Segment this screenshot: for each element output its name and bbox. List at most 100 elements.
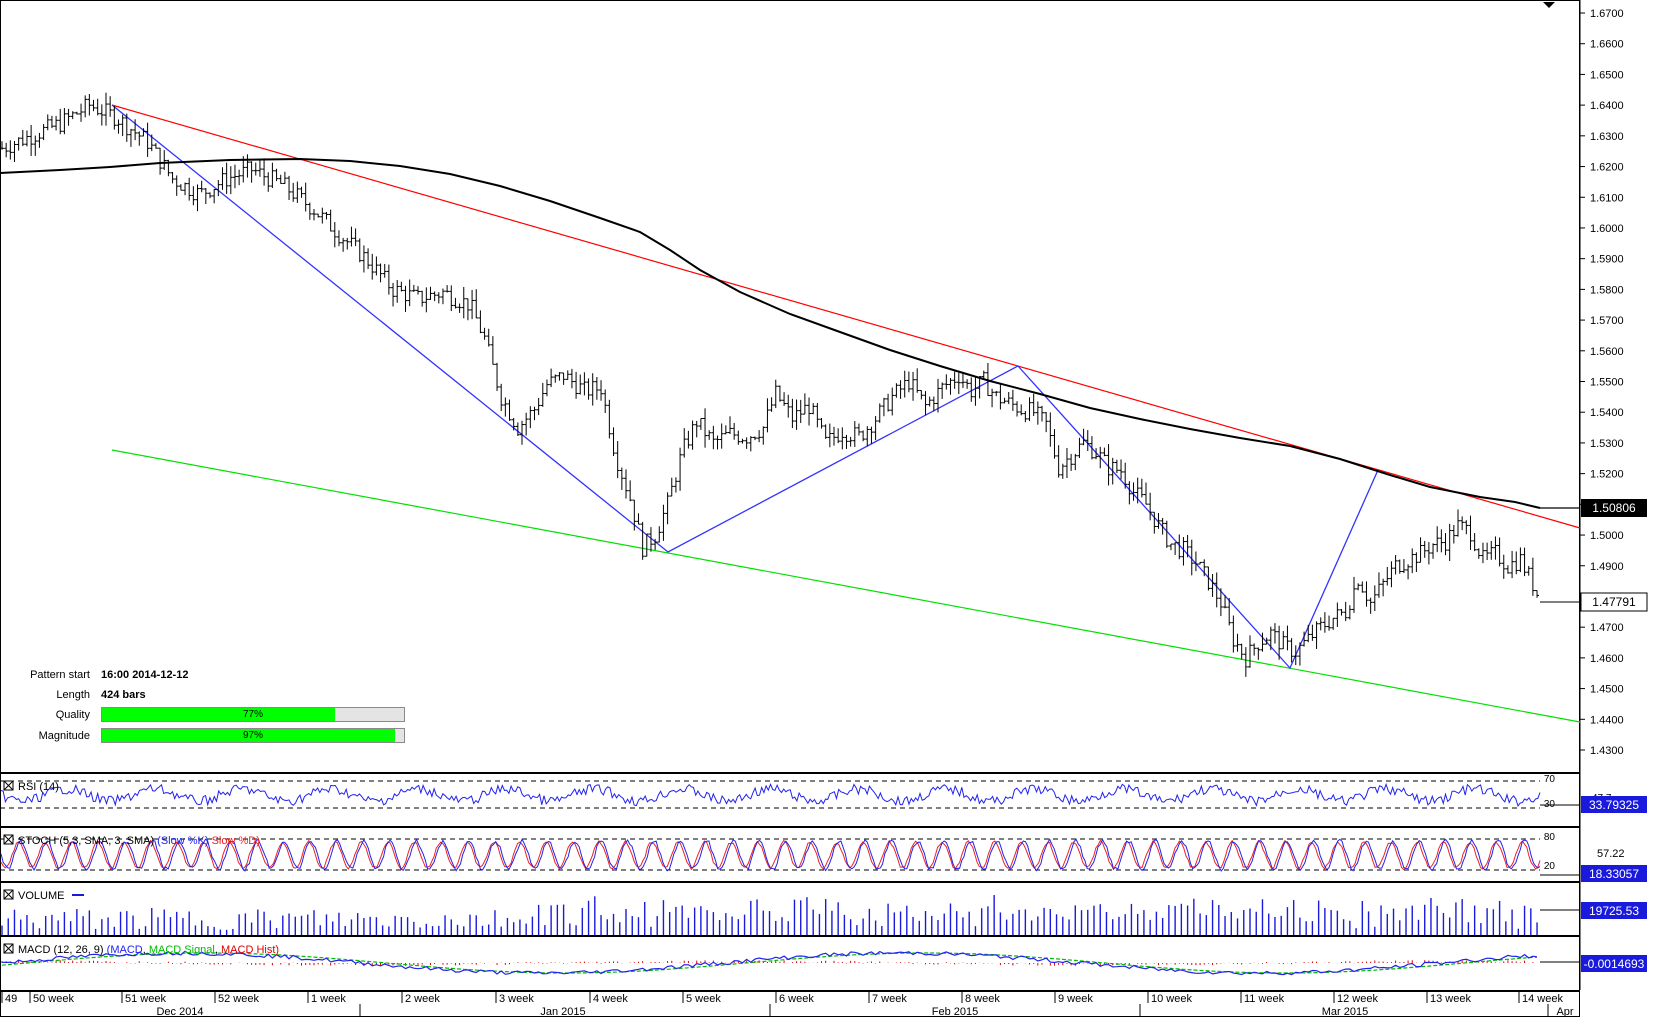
scroll-arrow-icon[interactable] [1543,2,1555,8]
ohlc-bar [312,208,316,221]
ohlc-bar [232,164,237,189]
ohlc-bar [1177,534,1182,560]
ohlc-bar [1418,537,1423,563]
ohlc-bar [769,397,774,412]
ohlc-bar [1106,444,1111,486]
ohlc-bar [153,143,158,149]
ohlc-bar [461,286,466,319]
ohlc-bar [1164,520,1169,548]
ohlc-bar [29,124,34,157]
price-tick-label: 1.6000 [1590,223,1624,235]
volume-panel[interactable] [0,882,1580,936]
ohlc-bar [1048,412,1053,447]
zigzag-line [111,104,1379,670]
ohlc-bar [869,426,874,444]
rsi-title: RSI (14) [3,780,59,793]
stoch-d-label: Slow %D) [212,835,260,847]
ohlc-bar [536,397,541,416]
price-tick-label: 1.6500 [1590,69,1624,81]
quality-bar: 77% [101,707,405,722]
ohlc-bar [79,103,84,122]
ohlc-bar [994,390,999,397]
ohlc-bar [262,158,267,186]
ohlc-bar [565,370,570,380]
ohlc-bar [1006,392,1011,405]
volume-value-box: 19725.53 [1581,902,1647,919]
ohlc-bar [798,399,803,424]
ohlc-bar [245,154,250,178]
ohlc-bar [528,406,533,429]
ohlc-bar [1302,631,1307,647]
ohlc-bar [873,416,878,441]
ohlc-bar [511,417,516,431]
ohlc-bar [270,162,275,188]
ohlc-bar [1368,597,1373,614]
price-tick-label: 1.4300 [1590,745,1624,757]
ohlc-bar [266,172,271,192]
ohlc-bar [474,289,479,319]
ohlc-bar [707,430,712,440]
ohlc-bar [599,380,604,401]
ohlc-bar [582,372,587,396]
ohlc-bar [1040,405,1044,422]
volume-value: 19725.53 [1589,904,1639,918]
ohlc-bar [1439,529,1444,553]
ohlc-bar [66,108,71,126]
ohlc-bar [428,286,433,301]
stoch-d-line [0,839,1541,871]
magnitude-fill [102,729,395,742]
rsi-level-70: 70 [1544,774,1556,785]
price-tick-label: 1.6400 [1590,100,1624,112]
ohlc-bar [478,310,483,334]
ohlc-bar [1352,576,1356,613]
ohlc-bar [1256,647,1261,660]
ohlc-bar [99,104,104,126]
ohlc-bar [1443,533,1448,556]
svg-text:MACD (12, 26, 9) (MACD, MACD S: MACD (12, 26, 9) (MACD, MACD Signal, MAC… [18,944,279,956]
ohlc-bar [1235,633,1240,652]
ohlc-bar [665,492,670,525]
ohlc-bar [723,425,728,435]
ohlc-bar [1085,430,1090,451]
volume-label: VOLUME [18,890,64,902]
ohlc-bar [137,131,142,146]
ohlc-bar [1214,572,1219,608]
ohlc-bar [748,436,753,452]
ohlc-bar [694,420,699,438]
ohlc-bar [503,397,508,417]
price-tick-label: 1.5400 [1590,407,1624,419]
ohlc-bar [224,162,229,194]
ohlc-bar [445,285,450,293]
week-label: 12 week [1337,993,1378,1005]
ohlc-bar [1077,437,1082,459]
price-tick-label: 1.6300 [1590,131,1624,143]
ohlc-bar [1148,492,1153,521]
ohlc-bar [1297,642,1302,666]
ohlc-bar [216,180,221,197]
ohlc-bar [303,182,308,212]
ohlc-bar [1210,574,1215,597]
ohlc-bar [1206,566,1211,591]
ohlc-bar [20,129,25,147]
ohlc-bar [802,393,807,415]
rsi-panel[interactable] [0,773,1580,827]
ohlc-bar [1198,561,1203,565]
ohlc-bar [1501,554,1506,579]
ohlc-bar [307,202,312,220]
month-label: Jan 2015 [540,1006,585,1017]
ohlc-bar [1239,643,1244,660]
macd-hist-label: MACD Hist) [221,944,279,956]
ohlc-bar [128,128,133,147]
stoch-side-value: 57.22 [1597,848,1625,860]
rsi-value-box: 33.79325 [1581,796,1647,813]
ohlc-bar [832,426,836,446]
ohlc-bar [1131,482,1136,501]
price-tick-label: 1.5500 [1590,377,1624,389]
ohlc-bar [1094,448,1099,460]
ohlc-bar [382,263,387,278]
ohlc-bar [1401,559,1406,574]
ohlc-bar [120,114,125,137]
price-panel[interactable] [0,0,1580,773]
ohlc-bar [104,92,108,126]
ohlc-bar [740,438,745,444]
